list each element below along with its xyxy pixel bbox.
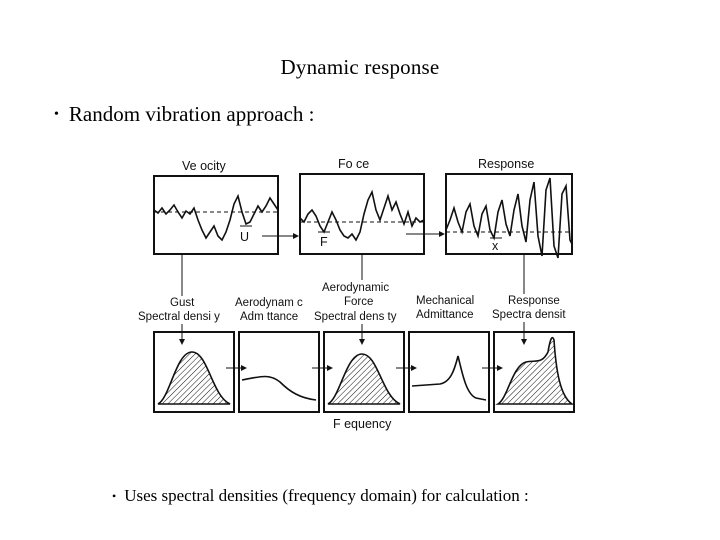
- force-spectral-label-2: Spectral dens ty: [314, 311, 397, 323]
- slide-title: Dynamic response: [280, 55, 440, 79]
- response-spectral-label-2: Spectra densit: [492, 309, 566, 321]
- force-spectrum-panel: [323, 331, 405, 413]
- mech-admittance-frame: [408, 331, 490, 413]
- response-panel: Response x: [445, 157, 573, 259]
- response-spectrum-curve: [495, 336, 575, 405]
- response-spectrum-panel: [493, 331, 575, 413]
- bullet-dot-icon: •: [54, 106, 59, 122]
- force-mean-label: F: [320, 235, 328, 249]
- sub-bullet-text: Uses spectral densities (frequency domai…: [124, 486, 529, 505]
- force-trace: [299, 189, 425, 242]
- velocity-mean-label: U: [240, 230, 249, 244]
- force-panel: Fo ce F: [299, 157, 425, 255]
- response-frame: [445, 173, 573, 255]
- velocity-frame: [153, 175, 279, 255]
- response-trace: [445, 177, 573, 259]
- force-spectral-label-1: Force: [344, 296, 373, 308]
- gust-spectrum-panel: [153, 331, 235, 413]
- sub-bullet-dot-icon: •: [112, 488, 117, 503]
- velocity-title: Ve ocity: [182, 159, 227, 173]
- mech-admittance-panel: [408, 331, 490, 413]
- gust-spectrum-frame: [153, 331, 235, 413]
- gust-label-1: Gust: [170, 297, 195, 309]
- aero-admittance-panel: [238, 331, 320, 413]
- mech-admittance-label-2: Admittance: [416, 309, 474, 321]
- gust-label-2: Spectral densi y: [138, 311, 220, 323]
- bullet-item: • Random vibration approach :: [54, 102, 314, 127]
- mech-admittance-curve: [411, 355, 487, 401]
- frequency-label: F equency: [333, 417, 392, 431]
- response-mean-label: x: [492, 239, 499, 253]
- force-spectral-label-0: Aerodynamic: [322, 282, 389, 294]
- force-frame: [299, 173, 425, 255]
- aero-admittance-label-2: Adm ttance: [240, 311, 298, 323]
- spectral-labels: Gust Spectral densi y Aerodynam c Adm tt…: [138, 282, 566, 323]
- aero-admittance-curve: [241, 375, 317, 401]
- force-title: Fo ce: [338, 157, 369, 171]
- force-spectrum-curve: [327, 353, 401, 405]
- force-spectrum-frame: [323, 331, 405, 413]
- mech-admittance-label-1: Mechanical: [416, 295, 474, 307]
- response-title: Response: [478, 157, 534, 171]
- bullet-text: Random vibration approach :: [68, 102, 315, 126]
- aero-admittance-label-1: Aerodynam c: [235, 297, 303, 309]
- response-spectrum-frame: [493, 331, 575, 413]
- velocity-trace: [153, 193, 279, 242]
- aero-admittance-frame: [238, 331, 320, 413]
- sub-bullet-item: • Uses spectral densities (frequency dom…: [112, 486, 529, 506]
- response-spectral-label-1: Response: [508, 295, 560, 307]
- gust-spectrum-curve: [157, 351, 231, 405]
- velocity-panel: Ve ocity U: [153, 159, 279, 255]
